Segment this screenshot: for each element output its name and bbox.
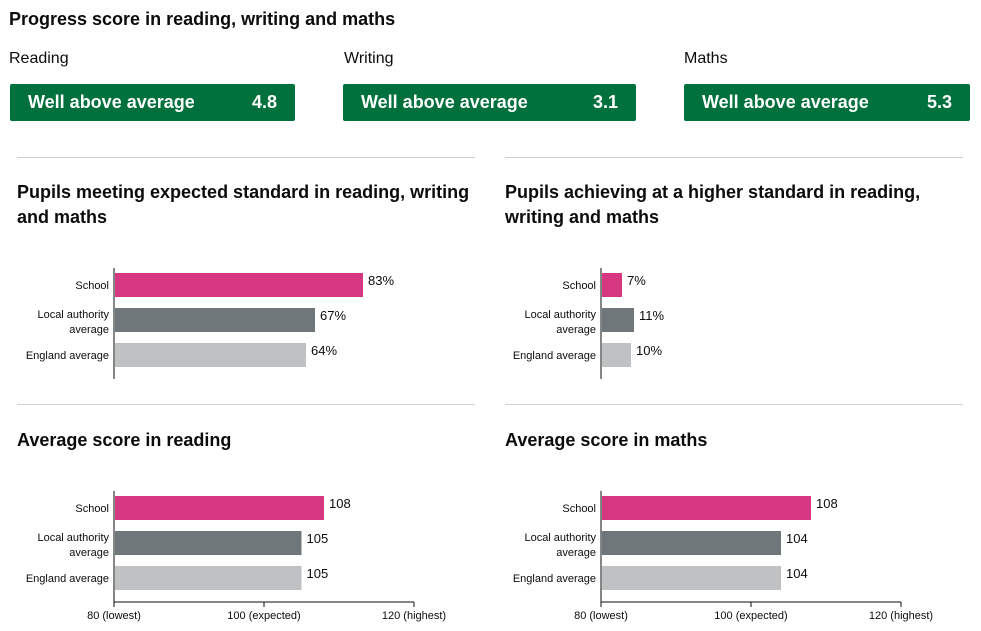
bar-england — [115, 566, 302, 590]
category-label: School — [562, 503, 596, 515]
data-label: 105 — [307, 566, 329, 581]
maths-score-chart: School 108 Local authority average 104 Englan… — [513, 491, 933, 622]
maths-progress-badge: Well above average 5.3 — [684, 84, 970, 121]
category-label: Local authority average — [37, 309, 109, 336]
category-label: England average — [26, 350, 109, 362]
data-label: 108 — [816, 496, 838, 511]
category-label: Local authority average — [524, 309, 596, 336]
chart-title-reading-score: Average score in reading — [17, 430, 232, 450]
expected-standard-chart: School 83% Local authority average 67% Englan… — [26, 268, 394, 379]
data-label: 105 — [307, 531, 329, 546]
x-tick-label: 80 (lowest) — [574, 610, 628, 622]
reading-progress-badge: Well above average 4.8 — [10, 84, 295, 121]
data-label: 108 — [329, 496, 351, 511]
data-label: 11% — [639, 308, 664, 323]
reading-score: 4.8 — [251, 92, 277, 112]
category-label: Local authority average — [524, 532, 596, 559]
writing-band: Well above average — [361, 92, 528, 112]
maths-label: Maths — [684, 50, 728, 67]
bar-local-authority — [602, 308, 634, 332]
bar-school — [115, 273, 363, 297]
reading-band: Well above average — [28, 92, 195, 112]
chart-title-expected-standard: Pupils meeting expected standard in read… — [17, 182, 470, 227]
page-title: Progress score in reading, writing and m… — [9, 9, 396, 29]
writing-progress-badge: Well above average 3.1 — [343, 84, 636, 121]
writing-label: Writing — [344, 50, 394, 67]
category-label: School — [75, 503, 109, 515]
category-label: School — [562, 280, 596, 292]
x-tick-label: 100 (expected) — [714, 610, 787, 622]
bar-local-authority — [115, 308, 315, 332]
data-label: 83% — [368, 273, 394, 288]
maths-score: 5.3 — [926, 92, 952, 112]
reading-score-chart: School 108 Local authority average 105 Englan… — [26, 491, 446, 622]
x-tick-label: 120 (highest) — [382, 610, 446, 622]
divider — [505, 157, 963, 158]
category-label: England average — [26, 573, 109, 585]
writing-score: 3.1 — [592, 92, 618, 112]
reading-label: Reading — [9, 50, 69, 67]
bar-england — [602, 343, 631, 367]
chart-title-maths-score: Average score in maths — [505, 430, 708, 450]
category-label: England average — [513, 350, 596, 362]
maths-band: Well above average — [702, 92, 869, 112]
chart-title-higher-standard: Pupils achieving at a higher standard in… — [505, 182, 921, 227]
bar-local-authority — [115, 531, 302, 555]
x-tick-label: 100 (expected) — [227, 610, 300, 622]
category-label: England average — [513, 573, 596, 585]
category-label: School — [75, 280, 109, 292]
bar-school — [115, 496, 324, 520]
x-tick-label: 80 (lowest) — [87, 610, 141, 622]
data-label: 10% — [636, 343, 662, 358]
divider — [505, 404, 963, 405]
data-label: 104 — [786, 531, 808, 546]
bar-england — [115, 343, 306, 367]
data-label: 7% — [627, 273, 646, 288]
data-label: 67% — [320, 308, 346, 323]
divider — [17, 157, 475, 158]
bar-school — [602, 273, 622, 297]
bar-local-authority — [602, 531, 781, 555]
data-label: 104 — [786, 566, 808, 581]
higher-standard-chart: School 7% Local authority average 11% England… — [513, 268, 664, 379]
category-label: Local authority average — [37, 532, 109, 559]
bar-school — [602, 496, 811, 520]
divider — [17, 404, 475, 405]
bar-england — [602, 566, 781, 590]
data-label: 64% — [311, 343, 337, 358]
x-tick-label: 120 (highest) — [869, 610, 933, 622]
